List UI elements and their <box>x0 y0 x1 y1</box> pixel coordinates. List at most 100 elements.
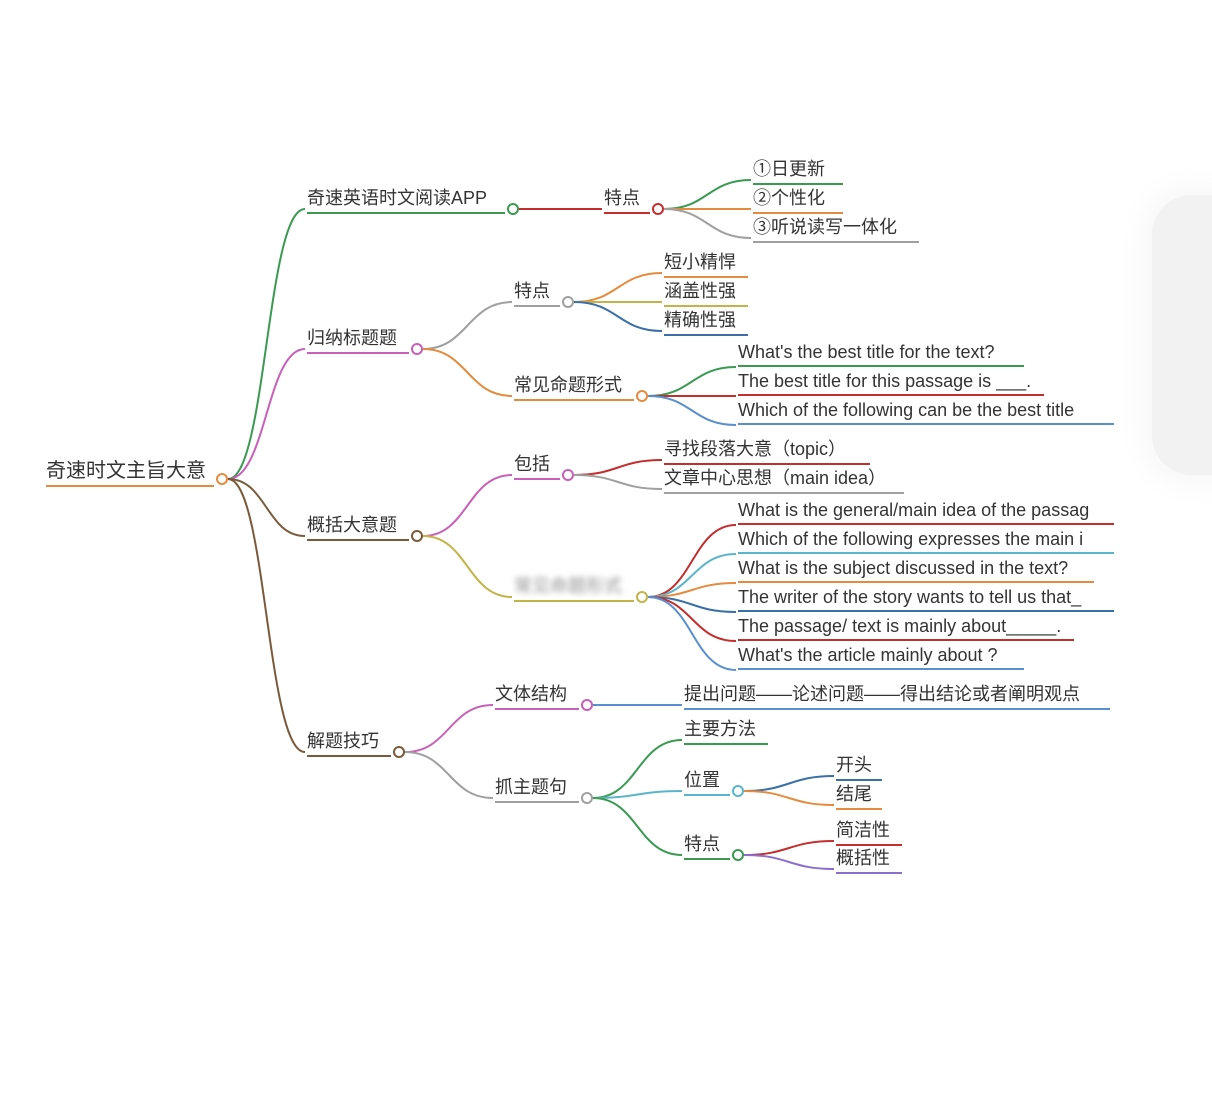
node-label: ③听说读写一体化 <box>753 213 897 241</box>
node-label: The best title for this passage is ___. <box>738 371 1031 394</box>
node-port <box>562 469 574 481</box>
node-label: What is the general/main idea of the pas… <box>738 500 1089 523</box>
node-underline <box>738 639 1074 641</box>
node-label: 概括性 <box>836 844 890 872</box>
node-label: What is the subject discussed in the tex… <box>738 558 1068 581</box>
node-label: ①日更新 <box>753 155 825 183</box>
node-label: 解题技巧 <box>307 727 379 755</box>
node-underline <box>738 423 1114 425</box>
mindmap-edge <box>744 855 834 869</box>
mindmap-edge <box>574 475 662 489</box>
mindmap-node: 包括 <box>514 450 560 480</box>
mindmap-edge <box>423 475 512 536</box>
mindmap-edge <box>423 302 512 349</box>
mindmap-node: 解题技巧 <box>307 727 391 757</box>
node-label: The writer of the story wants to tell us… <box>738 587 1081 610</box>
node-underline <box>307 352 409 354</box>
mindmap-node: What's the article mainly about ? <box>738 645 1024 670</box>
node-underline <box>664 334 748 336</box>
mindmap-edge <box>664 180 751 209</box>
node-label: 特点 <box>684 830 720 858</box>
mindmap-node: 位置 <box>684 766 730 796</box>
node-label: Which of the following expresses the mai… <box>738 529 1083 552</box>
mindmap-node: The best title for this passage is ___. <box>738 371 1044 396</box>
node-underline <box>836 872 902 874</box>
node-underline <box>738 365 1024 367</box>
mindmap-node: 常见命题形式 <box>514 572 634 602</box>
side-panel <box>1152 195 1212 475</box>
mindmap-edge <box>744 776 834 791</box>
mindmap-node: What is the subject discussed in the tex… <box>738 558 1094 583</box>
node-underline <box>738 581 1094 583</box>
mindmap-edge <box>574 273 662 302</box>
node-underline <box>753 241 919 243</box>
node-underline <box>514 478 560 480</box>
mindmap-edge <box>405 705 493 752</box>
node-label: 简洁性 <box>836 816 890 844</box>
node-port <box>216 473 228 485</box>
mindmap-node: Which of the following can be the best t… <box>738 400 1114 425</box>
node-port <box>636 390 648 402</box>
node-port <box>652 203 664 215</box>
mindmap-node: 短小精悍 <box>664 248 748 278</box>
mindmap-node: The writer of the story wants to tell us… <box>738 587 1114 612</box>
mindmap-node: Which of the following expresses the mai… <box>738 529 1114 554</box>
mindmap-node: 奇速英语时文阅读APP <box>307 184 505 214</box>
mindmap-node: 奇速时文主旨大意 <box>46 454 214 487</box>
node-label: 特点 <box>514 277 550 305</box>
node-label: 主要方法 <box>684 715 756 743</box>
node-underline <box>684 708 1110 710</box>
node-label: 开头 <box>836 751 872 779</box>
mindmap-edge <box>664 209 751 238</box>
node-underline <box>514 399 634 401</box>
node-port <box>411 530 423 542</box>
node-label: 常见命题形式 <box>514 371 622 399</box>
mindmap-node: 概括性 <box>836 844 902 874</box>
mindmap-edge <box>593 791 682 798</box>
node-label: What's the best title for the text? <box>738 342 995 365</box>
mindmap-edge <box>228 349 305 479</box>
mindmap-node: ③听说读写一体化 <box>753 213 919 243</box>
node-port <box>732 785 744 797</box>
node-label: 归纳标题题 <box>307 324 397 352</box>
mindmap-node: ①日更新 <box>753 155 843 185</box>
mindmap-edge <box>228 209 305 479</box>
node-label: 精确性强 <box>664 306 736 334</box>
node-underline <box>738 610 1114 612</box>
node-label: 短小精悍 <box>664 248 736 276</box>
node-underline <box>495 708 579 710</box>
node-underline <box>307 212 505 214</box>
mindmap-node: 精确性强 <box>664 306 748 336</box>
node-port <box>411 343 423 355</box>
node-label: 文体结构 <box>495 680 567 708</box>
node-underline <box>738 523 1114 525</box>
mindmap-node: 抓主题句 <box>495 773 579 803</box>
node-underline <box>836 808 882 810</box>
node-label: 概括大意题 <box>307 511 397 539</box>
edge-layer <box>0 0 1212 1113</box>
node-underline <box>684 794 730 796</box>
mindmap-node: 涵盖性强 <box>664 277 748 307</box>
mindmap-node: 归纳标题题 <box>307 324 409 354</box>
node-label: The passage/ text is mainly about_____. <box>738 616 1061 639</box>
node-label: 奇速英语时文阅读APP <box>307 184 487 212</box>
mindmap-edge <box>593 740 682 798</box>
node-underline <box>307 755 391 757</box>
mindmap-edge <box>648 597 736 670</box>
node-label: 奇速时文主旨大意 <box>46 454 206 485</box>
node-port <box>581 792 593 804</box>
mindmap-node: 特点 <box>604 184 650 214</box>
node-label: 位置 <box>684 766 720 794</box>
mindmap-edge <box>228 479 305 752</box>
mindmap-edge <box>648 367 736 396</box>
mindmap-node: 简洁性 <box>836 816 902 846</box>
mindmap-node: The passage/ text is mainly about_____. <box>738 616 1074 641</box>
node-underline <box>684 743 768 745</box>
mindmap-node: ②个性化 <box>753 184 843 214</box>
mindmap-node: 提出问题——论述问题——得出结论或者阐明观点 <box>684 680 1110 710</box>
mindmap-edge <box>574 460 662 475</box>
node-label: 涵盖性强 <box>664 277 736 305</box>
node-underline <box>514 305 560 307</box>
node-underline <box>604 212 650 214</box>
mindmap-node: 主要方法 <box>684 715 768 745</box>
